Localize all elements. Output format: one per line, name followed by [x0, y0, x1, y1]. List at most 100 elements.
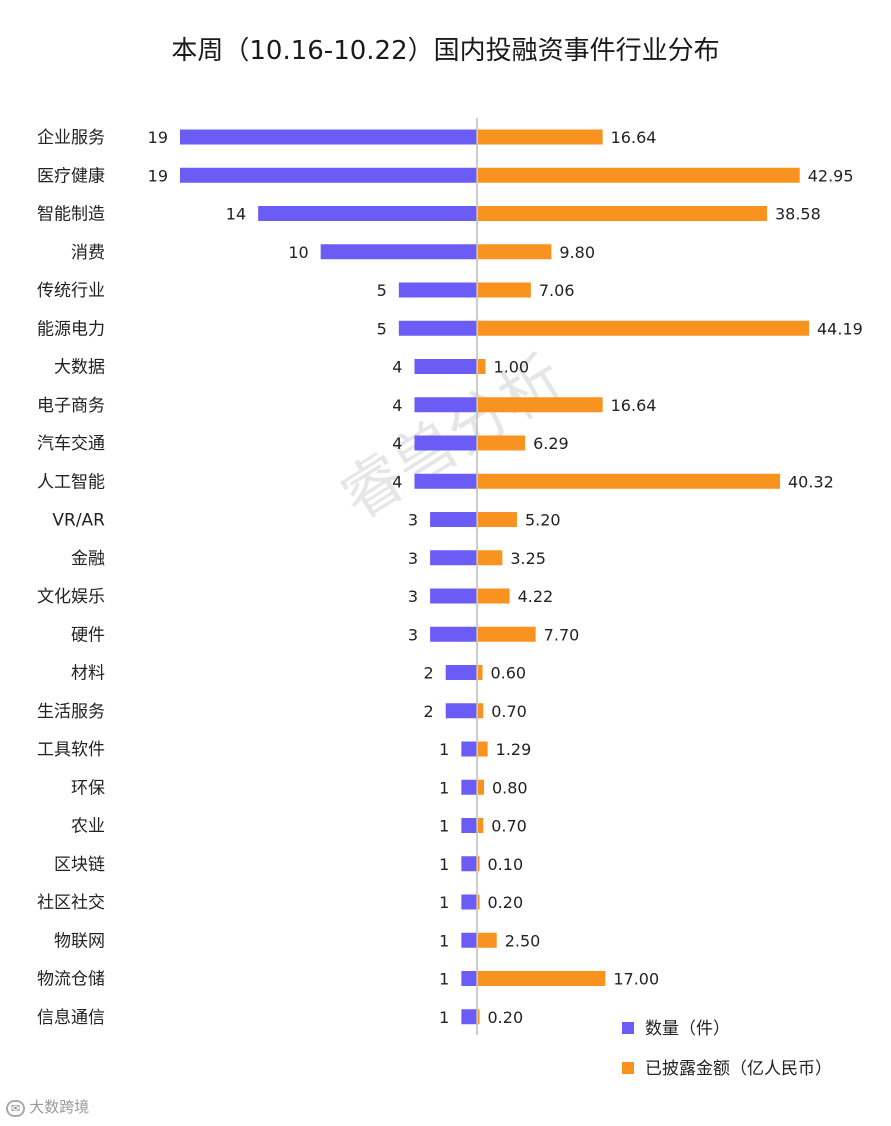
- amount-data-label: 0.80: [492, 778, 528, 797]
- count-data-label: 4: [392, 434, 402, 453]
- count-bar: [461, 894, 477, 910]
- amount-data-label: 0.10: [488, 855, 524, 874]
- legend-swatch-1: [622, 1062, 634, 1074]
- amount-data-label: 44.19: [817, 319, 863, 338]
- count-bar: [398, 320, 477, 336]
- count-bar: [398, 282, 477, 298]
- count-bar: [461, 1009, 477, 1025]
- amount-data-label: 0.70: [491, 817, 527, 836]
- count-bar: [430, 550, 477, 566]
- count-data-label: 2: [424, 664, 434, 683]
- category-label: 金融: [71, 549, 105, 569]
- count-bar: [320, 244, 477, 260]
- footer-logo: ✉ 大数跨境: [6, 1096, 89, 1117]
- amount-data-label: 7.06: [539, 281, 575, 300]
- amount-data-label: 42.95: [808, 166, 854, 185]
- footer-logo-text: 大数跨境: [29, 1098, 90, 1116]
- amount-data-label: 40.32: [788, 472, 834, 491]
- amount-bar: [478, 167, 800, 183]
- amount-data-label: 17.00: [613, 970, 659, 989]
- category-label: 环保: [71, 778, 105, 798]
- amount-bar: [478, 206, 767, 221]
- count-bar: [414, 473, 477, 489]
- amount-data-label: 2.50: [505, 931, 541, 950]
- count-bar: [414, 435, 477, 451]
- category-label: 传统行业: [37, 281, 105, 301]
- count-data-label: 1: [439, 1008, 449, 1027]
- amount-bar: [478, 1009, 480, 1025]
- amount-bar: [478, 473, 781, 489]
- amount-data-label: 0.20: [488, 893, 524, 912]
- count-data-label: 1: [439, 931, 449, 950]
- count-data-label: 1: [439, 778, 449, 797]
- count-data-label: 1: [439, 817, 449, 836]
- amount-data-label: 6.29: [533, 434, 569, 453]
- count-data-label: 3: [408, 625, 418, 644]
- category-label: 人工智能: [37, 472, 105, 492]
- count-bar: [180, 167, 477, 183]
- count-bar: [414, 397, 477, 413]
- amount-bar: [478, 626, 536, 642]
- amount-bar: [478, 244, 552, 260]
- count-data-label: 19: [148, 166, 168, 185]
- category-label: 企业服务: [37, 128, 105, 148]
- count-data-label: 14: [226, 205, 246, 224]
- amount-bar: [478, 703, 484, 719]
- chart-title: 本周（10.16-10.22）国内投融资事件行业分布: [171, 36, 720, 66]
- amount-data-label: 0.20: [488, 1008, 524, 1027]
- count-data-label: 4: [392, 472, 402, 491]
- category-label: 硬件: [71, 625, 105, 645]
- count-data-label: 4: [392, 396, 402, 415]
- amount-bar: [478, 779, 484, 795]
- category-label: 材料: [71, 664, 105, 684]
- amount-data-label: 3.25: [510, 549, 546, 568]
- legend-label-1: 已披露金额（亿人民币）: [645, 1059, 832, 1079]
- category-label: 信息通信: [37, 1008, 105, 1028]
- count-bar: [461, 971, 477, 986]
- amount-bar: [478, 282, 531, 298]
- legend-swatch-0: [622, 1022, 634, 1034]
- count-data-label: 5: [377, 281, 387, 300]
- legend-label-0: 数量（件）: [645, 1019, 730, 1039]
- count-data-label: 5: [377, 319, 387, 338]
- count-data-label: 1: [439, 855, 449, 874]
- count-data-label: 3: [408, 549, 418, 568]
- count-data-label: 10: [288, 243, 308, 262]
- count-bar: [430, 626, 477, 642]
- count-bar: [414, 359, 477, 374]
- count-data-label: 1: [439, 740, 449, 759]
- count-bar: [430, 512, 477, 527]
- category-label: 农业: [71, 817, 105, 837]
- count-data-label: 2: [424, 702, 434, 721]
- count-bar: [461, 818, 477, 833]
- amount-bar: [478, 512, 517, 527]
- amount-bar: [478, 397, 603, 413]
- count-bar: [180, 129, 477, 145]
- amount-bar: [478, 894, 480, 910]
- amount-bar: [478, 588, 510, 604]
- count-data-label: 1: [439, 893, 449, 912]
- amount-data-label: 7.70: [544, 625, 580, 644]
- category-label: 消费: [71, 243, 105, 263]
- amount-data-label: 0.60: [490, 664, 526, 683]
- amount-data-label: 1.00: [493, 358, 529, 377]
- count-data-label: 4: [392, 358, 402, 377]
- count-bar: [461, 932, 477, 948]
- count-bar: [461, 741, 477, 757]
- amount-bar: [478, 320, 809, 336]
- amount-data-label: 1.29: [496, 740, 532, 759]
- amount-data-label: 16.64: [611, 396, 657, 415]
- count-bar: [461, 856, 477, 872]
- amount-bar: [478, 971, 606, 986]
- category-label: VR/AR: [52, 511, 105, 531]
- amount-bar: [478, 856, 480, 872]
- amount-data-label: 9.80: [559, 243, 595, 262]
- amount-bar: [478, 932, 497, 948]
- count-data-label: 1: [439, 970, 449, 989]
- category-label: 能源电力: [37, 319, 105, 339]
- category-label: 电子商务: [37, 396, 105, 416]
- category-label: 区块链: [54, 855, 105, 875]
- amount-bar: [478, 741, 488, 757]
